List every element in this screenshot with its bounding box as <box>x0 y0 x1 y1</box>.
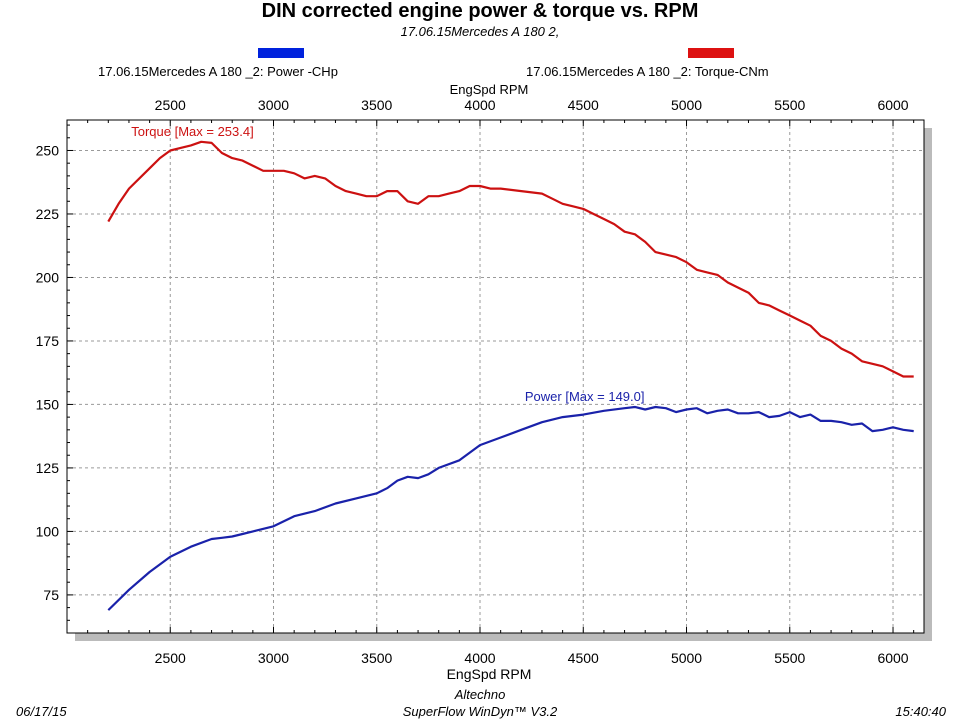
x-tick-label: 5500 <box>774 650 805 666</box>
footer-company: Altechno <box>454 687 506 702</box>
x-tick-label-top: 4000 <box>464 97 495 113</box>
x-tick-label-top: 3500 <box>361 97 392 113</box>
legend-swatch-power <box>258 48 304 58</box>
x-tick-label: 6000 <box>877 650 908 666</box>
legend-label-power: 17.06.15Mercedes A 180 _2: Power -CHp <box>98 64 338 79</box>
y-tick-label: 175 <box>36 333 60 349</box>
x-tick-label-top: 4500 <box>568 97 599 113</box>
x-tick-label: 4500 <box>568 650 599 666</box>
x-tick-label: 5000 <box>671 650 702 666</box>
y-tick-label: 200 <box>36 269 60 285</box>
x-axis-title: EngSpd RPM <box>447 666 532 682</box>
x-tick-label: 3500 <box>361 650 392 666</box>
y-tick-label: 150 <box>36 396 60 412</box>
torque-annotation: Torque [Max = 253.4] <box>131 124 254 139</box>
x-axis-title-top: EngSpd RPM <box>450 82 529 97</box>
x-tick-label: 2500 <box>155 650 186 666</box>
chart-subtitle: 17.06.15Mercedes A 180 2, <box>400 24 560 39</box>
power-line <box>107 405 914 611</box>
x-tick-label-top: 6000 <box>877 97 908 113</box>
y-tick-label: 225 <box>36 206 60 222</box>
y-tick-label: 250 <box>36 142 60 158</box>
power-torque-chart: 2500 3000 3500 4000 4500 5000 5500 6000 EngSpd R… <box>36 82 932 682</box>
legend-label-torque: 17.06.15Mercedes A 180 _2: Torque-CNm <box>526 64 769 79</box>
footer-time: 15:40:40 <box>895 704 946 719</box>
x-tick-label: 4000 <box>464 650 495 666</box>
y-tick-label: 125 <box>36 460 60 476</box>
footer-date: 06/17/15 <box>16 704 67 719</box>
torque-line <box>107 140 914 378</box>
y-tick-label: 100 <box>36 523 60 539</box>
legend-swatch-torque <box>688 48 734 58</box>
x-tick-label-top: 2500 <box>155 97 186 113</box>
x-tick-label: 3000 <box>258 650 289 666</box>
x-tick-label-top: 3000 <box>258 97 289 113</box>
power-annotation: Power [Max = 149.0] <box>525 389 645 404</box>
plot-area <box>66 119 925 634</box>
x-tick-label-top: 5500 <box>774 97 805 113</box>
y-tick-label: 75 <box>43 587 59 603</box>
footer-software: SuperFlow WinDyn™ V3.2 <box>402 704 558 719</box>
x-tick-label-top: 5000 <box>671 97 702 113</box>
chart-title: DIN corrected engine power & torque vs. … <box>261 0 699 22</box>
